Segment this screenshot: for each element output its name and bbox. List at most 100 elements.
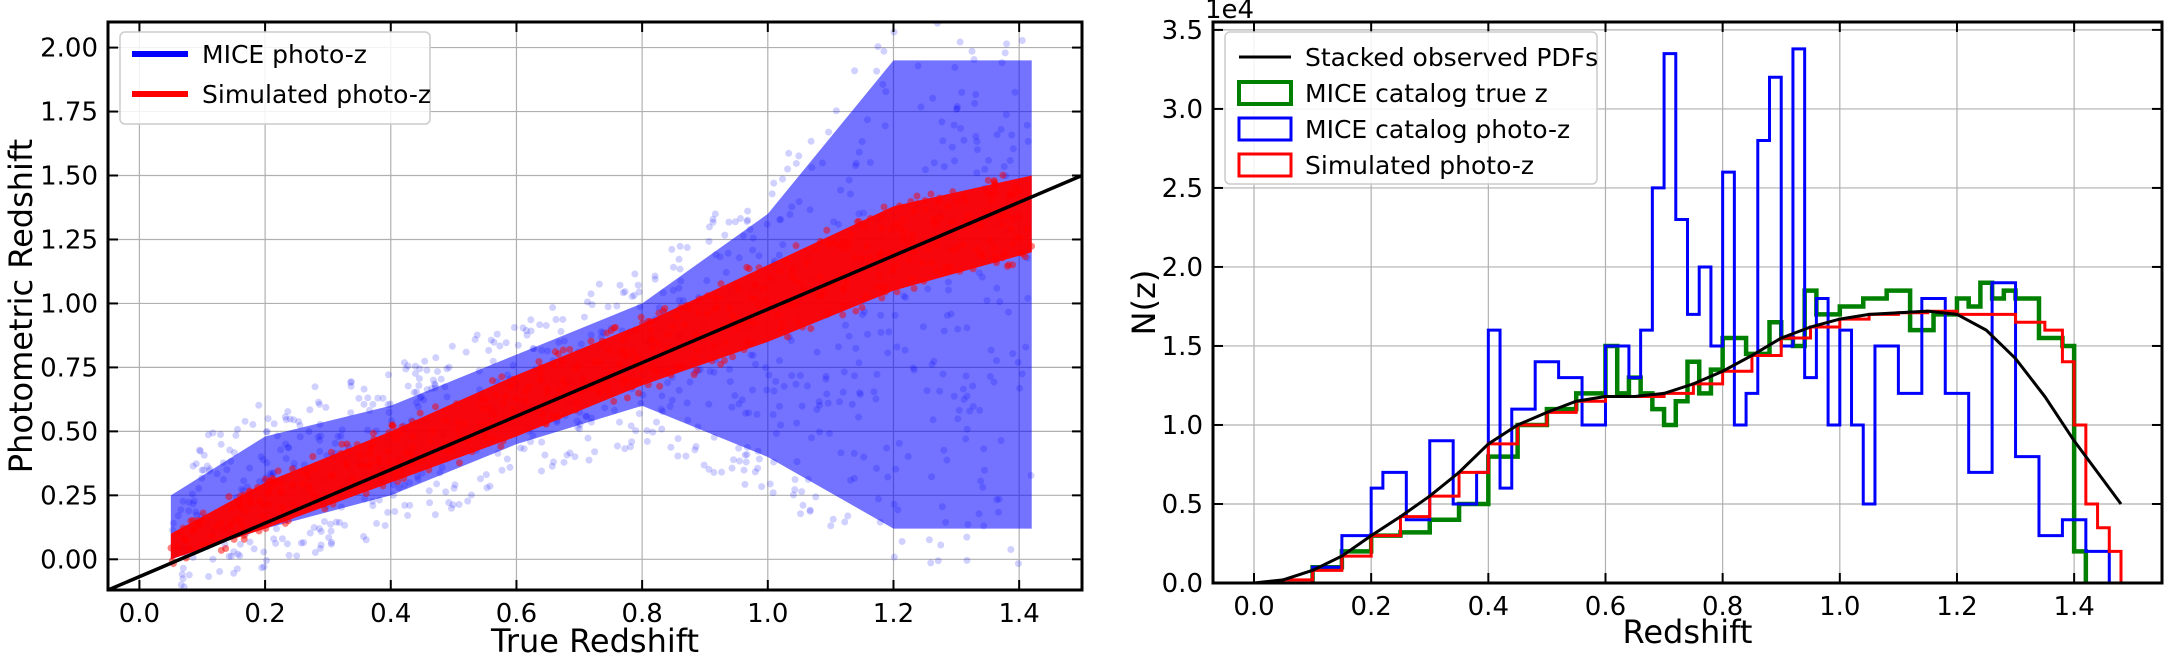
- scatter-point: [877, 223, 885, 231]
- scatter-point: [944, 278, 952, 286]
- scatter-point: [804, 475, 812, 483]
- scatter-point: [639, 319, 647, 327]
- scatter-point: [806, 206, 814, 214]
- scatter-point: [712, 251, 720, 259]
- scatter-point: [349, 474, 357, 482]
- scatter-point: [703, 310, 711, 318]
- scatter-point: [496, 342, 504, 350]
- scatter-point: [709, 218, 717, 226]
- scatter-point: [973, 137, 981, 145]
- scatter-point: [306, 406, 314, 414]
- scatter-point: [255, 401, 263, 409]
- scatter-point: [504, 371, 512, 379]
- scatter-point: [815, 398, 823, 406]
- scatter-point: [296, 433, 304, 441]
- scatter-point: [611, 323, 619, 331]
- scatter-point: [959, 385, 967, 393]
- scatter-point: [209, 555, 217, 563]
- scatter-point: [536, 376, 544, 384]
- scatter-point: [928, 473, 936, 481]
- scatter-point: [636, 376, 644, 384]
- scatter-point: [335, 519, 343, 527]
- scatter-point: [481, 396, 489, 404]
- scatter-point: [881, 288, 889, 296]
- scatter-point: [514, 341, 522, 349]
- scatter-point: [675, 296, 683, 304]
- scatter-point: [910, 284, 918, 292]
- scatter-point: [846, 190, 854, 198]
- scatter-point: [747, 351, 755, 359]
- scatter-point: [668, 245, 676, 253]
- scatter-point: [872, 395, 880, 403]
- scatter-point: [544, 347, 552, 355]
- scatter-point: [949, 218, 957, 226]
- scatter-point: [1012, 233, 1020, 241]
- scatter-point: [839, 388, 847, 396]
- scatter-point: [735, 254, 743, 262]
- scatter-point: [199, 509, 207, 517]
- scatter-point: [262, 524, 270, 532]
- scatter-point: [538, 438, 546, 446]
- scatter-point: [754, 464, 762, 472]
- scatter-point: [791, 475, 799, 483]
- scatter-point: [651, 275, 659, 283]
- x-tick-label: 1.2: [873, 599, 914, 629]
- scatter-point: [305, 428, 313, 436]
- scatter-point: [317, 528, 325, 536]
- scatter-point: [497, 442, 505, 450]
- scatter-point: [993, 284, 1001, 292]
- scatter-point: [751, 360, 759, 368]
- scatter-point: [548, 462, 556, 470]
- scatter-point: [829, 515, 837, 523]
- y-tick-label: 3.0: [1162, 95, 1203, 125]
- scatter-point: [632, 427, 640, 435]
- scatter-point: [234, 425, 242, 433]
- scatter-point: [813, 406, 821, 414]
- scatter-point: [404, 382, 412, 390]
- scatter-point: [360, 533, 368, 541]
- y-tick-label: 0.5: [1162, 490, 1203, 520]
- scatter-point: [898, 537, 906, 545]
- scatter-point: [700, 461, 708, 469]
- scatter-point: [423, 386, 431, 394]
- histogram-plot-area: [1253, 47, 2123, 585]
- scatter-point: [858, 138, 866, 146]
- scatter-point: [917, 103, 925, 111]
- scatter-point: [499, 437, 507, 445]
- scatter-point: [437, 375, 445, 383]
- scatter-point: [840, 368, 848, 376]
- scatter-point: [430, 454, 438, 462]
- scatter-point: [455, 459, 463, 467]
- scatter-point: [862, 242, 870, 250]
- scatter-point: [174, 512, 182, 520]
- scatter-point: [652, 368, 660, 376]
- scatter-point: [711, 210, 719, 218]
- scatter-point: [566, 346, 574, 354]
- scatter-point: [658, 425, 666, 433]
- scatter-point: [979, 483, 987, 491]
- scatter-point: [189, 462, 197, 470]
- scatter-point: [816, 237, 824, 245]
- scatter-point: [813, 348, 821, 356]
- scatter-point: [219, 475, 227, 483]
- scatter-point: [289, 481, 297, 489]
- scatter-point: [783, 333, 791, 341]
- scatter-point: [807, 137, 815, 145]
- scatter-point: [792, 242, 800, 250]
- scatter-point: [845, 332, 853, 340]
- scatter-point: [365, 406, 373, 414]
- scatter-point: [942, 518, 950, 526]
- scatter-point: [509, 361, 517, 369]
- scatter-point: [956, 267, 964, 275]
- scatter-point: [186, 545, 194, 553]
- scatter-point: [431, 511, 439, 519]
- scatter-point: [574, 361, 582, 369]
- scatter-point: [1024, 294, 1032, 302]
- scatter-point: [812, 245, 820, 253]
- y-tick-label: 1.75: [40, 98, 98, 128]
- scatter-point: [585, 456, 593, 464]
- scatter-point: [976, 406, 984, 414]
- scatter-point: [904, 452, 912, 460]
- scatter-point: [889, 267, 897, 275]
- scatter-point: [937, 541, 945, 549]
